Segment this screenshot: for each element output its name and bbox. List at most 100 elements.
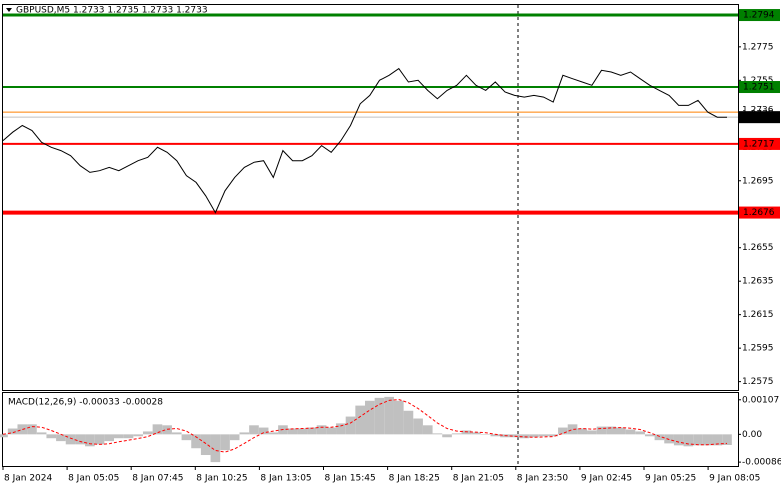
histogram-bar bbox=[123, 434, 134, 439]
histogram-bar bbox=[683, 434, 694, 447]
histogram-bar bbox=[75, 434, 86, 445]
histogram-bar bbox=[200, 434, 211, 456]
level-label: 1.2717 bbox=[743, 139, 775, 149]
x-tick-label: 8 Jan 21:05 bbox=[453, 474, 504, 484]
histogram-bar bbox=[345, 416, 356, 435]
histogram-bar bbox=[142, 431, 153, 435]
histogram-bar bbox=[85, 434, 95, 447]
histogram-bar bbox=[239, 432, 250, 435]
y-tick-label: -0.00086 bbox=[742, 458, 781, 468]
histogram-bar bbox=[7, 428, 18, 435]
x-tick-label: 8 Jan 18:25 bbox=[389, 474, 440, 484]
x-tick-label: 8 Jan 23:50 bbox=[517, 474, 569, 484]
x-tick-label: 8 Jan 05:05 bbox=[68, 474, 119, 484]
y-tick-label: 1.2755 bbox=[742, 76, 774, 86]
histogram-bar bbox=[519, 434, 530, 439]
histogram-bar bbox=[249, 425, 259, 435]
histogram-bar bbox=[229, 434, 240, 441]
histogram-bar bbox=[287, 428, 298, 435]
histogram-bar bbox=[664, 434, 674, 444]
histogram-bar bbox=[365, 400, 375, 435]
x-tick-label: 9 Jan 08:05 bbox=[709, 474, 760, 484]
histogram-bar bbox=[635, 431, 645, 435]
histogram-bar bbox=[191, 434, 201, 449]
level-label: 1.2676 bbox=[743, 208, 775, 218]
y-tick-label: 1.2655 bbox=[742, 243, 774, 253]
histogram-bar bbox=[27, 424, 37, 435]
level-box bbox=[739, 9, 780, 22]
histogram-bar bbox=[529, 434, 539, 438]
histogram-bar bbox=[336, 423, 346, 435]
histogram-bar bbox=[393, 400, 404, 435]
histogram-bar bbox=[567, 424, 578, 435]
histogram-bar bbox=[0, 434, 8, 438]
y-tick-label: 1.2635 bbox=[742, 277, 774, 287]
histogram-bar bbox=[65, 434, 76, 445]
histogram-bar bbox=[104, 434, 115, 442]
histogram-bar bbox=[480, 434, 491, 435]
histogram-bar bbox=[490, 434, 501, 437]
histogram-bar bbox=[509, 434, 520, 438]
histogram-bar bbox=[181, 434, 192, 441]
y-tick-label: 0.00107 bbox=[742, 395, 779, 405]
signal-line bbox=[2, 398, 728, 453]
x-tick-label: 8 Jan 2024 bbox=[4, 474, 52, 484]
macd-title: MACD(12,26,9) -0.00033 -0.00028 bbox=[8, 398, 163, 408]
histogram-bar bbox=[220, 434, 230, 451]
bid-box bbox=[739, 111, 780, 124]
histogram-bar bbox=[625, 429, 636, 435]
histogram-bar bbox=[596, 426, 607, 435]
histogram-bar bbox=[712, 434, 723, 446]
histogram-bar bbox=[56, 434, 66, 442]
histogram-bar bbox=[538, 434, 549, 437]
histogram-bar bbox=[133, 434, 143, 437]
level-box bbox=[739, 81, 780, 94]
histogram-bar bbox=[654, 434, 665, 441]
histogram-bar bbox=[673, 434, 684, 446]
x-tick-label: 9 Jan 05:25 bbox=[645, 474, 696, 484]
histogram-bar bbox=[171, 432, 182, 435]
histogram-bar bbox=[722, 434, 732, 446]
macd-frame bbox=[2, 392, 739, 467]
histogram-bar bbox=[702, 434, 713, 446]
histogram-bar bbox=[461, 430, 472, 435]
bid-label: 1.2733 bbox=[743, 113, 775, 123]
histogram-bar bbox=[297, 428, 308, 435]
histogram-bar bbox=[36, 432, 47, 435]
histogram-bar bbox=[326, 427, 337, 435]
menu-arrow bbox=[6, 8, 12, 12]
x-tick-label: 8 Jan 13:05 bbox=[260, 474, 311, 484]
histogram-bar bbox=[355, 405, 365, 435]
x-tick-label: 9 Jan 02:45 bbox=[581, 474, 632, 484]
histogram-bar bbox=[46, 434, 57, 439]
histogram-bar bbox=[451, 433, 462, 435]
price-line bbox=[2, 67, 727, 214]
histogram-bar bbox=[577, 428, 588, 435]
histogram-bar bbox=[644, 434, 655, 437]
y-tick-label: 1.2695 bbox=[742, 176, 774, 186]
histogram-bar bbox=[258, 427, 269, 435]
x-tick-label: 8 Jan 15:45 bbox=[325, 474, 376, 484]
x-tick-label: 8 Jan 07:45 bbox=[132, 474, 183, 484]
y-tick-label: 1.2595 bbox=[742, 344, 774, 354]
histogram-bar bbox=[413, 418, 423, 435]
histogram-bar bbox=[548, 434, 559, 437]
histogram-bar bbox=[268, 432, 279, 435]
x-tick-label: 8 Jan 10:25 bbox=[196, 474, 247, 484]
histogram-bar bbox=[210, 434, 221, 463]
histogram-bar bbox=[307, 427, 317, 435]
histogram-bar bbox=[94, 434, 105, 445]
histogram-bar bbox=[384, 396, 394, 435]
y-tick-label: 1.2575 bbox=[742, 377, 774, 387]
histogram-bar bbox=[442, 434, 452, 438]
level-box bbox=[739, 206, 780, 219]
ask-label: 1.2736 bbox=[742, 106, 774, 116]
histogram-bar bbox=[471, 432, 481, 435]
histogram-bar bbox=[615, 427, 626, 435]
y-tick-label: 1.2615 bbox=[742, 310, 774, 320]
chart-title: GBPUSD,M5 1.2733 1.2735 1.2733 1.2733 bbox=[16, 6, 208, 16]
histogram-bar bbox=[162, 425, 172, 435]
histogram-bar bbox=[403, 410, 414, 435]
histogram-bar bbox=[693, 434, 703, 446]
y-tick-label: 0.00 bbox=[742, 430, 762, 440]
